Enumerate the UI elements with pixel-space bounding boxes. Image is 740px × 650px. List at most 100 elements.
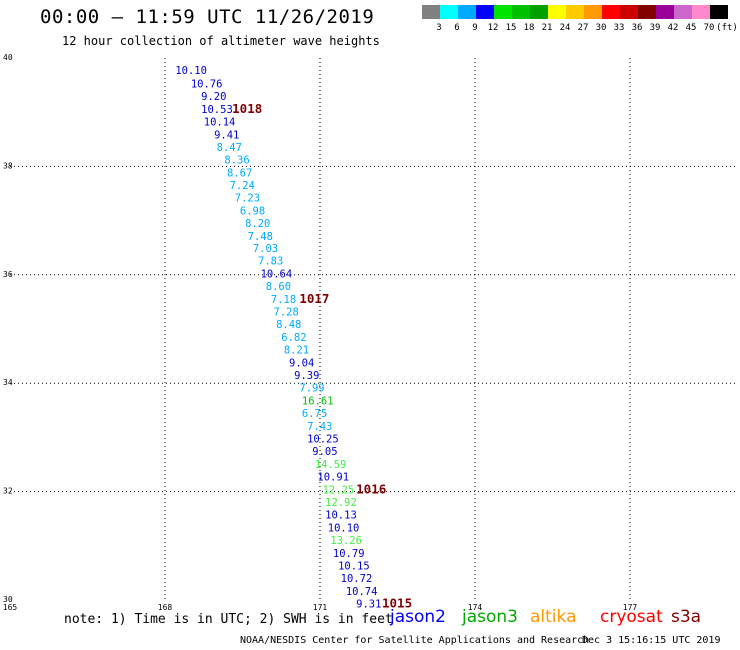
data-point: 6.82 xyxy=(281,332,306,344)
legend-swatch xyxy=(566,5,584,19)
data-point: 7.28 xyxy=(274,307,299,319)
data-point: 9.39 xyxy=(294,370,319,382)
y-tick-label: 40 xyxy=(3,53,13,62)
data-point: 6.75 xyxy=(302,408,327,420)
legend-swatch xyxy=(494,5,512,19)
y-tick-label: 38 xyxy=(3,161,13,170)
data-point: 7.43 xyxy=(307,421,332,433)
legend-swatch xyxy=(512,5,530,19)
y-tick-label: 32 xyxy=(3,487,13,496)
data-point: 10.10 xyxy=(175,65,207,77)
legend-swatch xyxy=(440,5,458,19)
data-point: 10.25 xyxy=(307,433,339,445)
data-point: 10.74 xyxy=(346,586,378,598)
data-point: 9.04 xyxy=(289,358,314,370)
data-point: 10.76 xyxy=(191,78,223,90)
data-point: 10.64 xyxy=(261,269,293,281)
y-tick-label: 34 xyxy=(3,378,13,387)
data-point: 7.83 xyxy=(258,256,283,268)
footer-note: note: 1) Time is in UTC; 2) SWH is in fe… xyxy=(64,612,393,627)
data-point: 13.26 xyxy=(330,535,362,547)
data-point: 8.60 xyxy=(266,281,291,293)
legend-swatch xyxy=(422,5,440,19)
data-point: 12.92 xyxy=(325,497,357,509)
chart-title: 00:00 – 11:59 UTC 11/26/2019 xyxy=(40,6,375,28)
legend-swatch xyxy=(656,5,674,19)
legend-swatch xyxy=(458,5,476,19)
chart-subtitle: 12 hour collection of altimeter wave hei… xyxy=(62,34,380,48)
data-point: 8.36 xyxy=(224,154,249,166)
data-point: 6.98 xyxy=(240,205,265,217)
legend-label: 33 xyxy=(614,23,625,33)
x-tick-label: 177 xyxy=(623,603,638,612)
data-point: 9.05 xyxy=(312,446,337,458)
legend-label: 45 xyxy=(686,23,697,33)
legend-label: 30 xyxy=(596,23,607,33)
legend-label: 27 xyxy=(578,23,589,33)
time-annotation: 1015 xyxy=(382,595,412,610)
legend-label: 21 xyxy=(542,23,553,33)
data-point: 10.79 xyxy=(333,548,365,560)
data-point: 8.21 xyxy=(284,345,309,357)
satellite-jason2: jason2 xyxy=(390,607,446,627)
data-point: 7.99 xyxy=(299,383,324,395)
time-annotation: 1018 xyxy=(232,101,262,116)
data-point: 7.23 xyxy=(235,192,260,204)
data-point: 12.25 xyxy=(323,484,355,496)
x-tick-label: 168 xyxy=(158,603,173,612)
legend-swatch xyxy=(692,5,710,19)
x-tick-label: 171 xyxy=(313,603,328,612)
legend-label: 70 xyxy=(704,23,715,33)
legend-swatch xyxy=(476,5,494,19)
legend-label: (ft) xyxy=(716,23,738,33)
legend-swatch xyxy=(548,5,566,19)
data-point: 16.61 xyxy=(302,396,334,408)
data-point: 10.13 xyxy=(325,509,357,521)
satellite-jason3: jason3 xyxy=(462,607,518,627)
legend-swatch xyxy=(602,5,620,19)
data-point: 10.72 xyxy=(341,573,373,585)
time-annotation: 1016 xyxy=(356,481,386,496)
legend-swatch xyxy=(584,5,602,19)
data-point: 7.48 xyxy=(248,231,273,243)
data-point: 10.15 xyxy=(338,560,370,572)
data-point: 7.03 xyxy=(253,243,278,255)
data-point: 9.41 xyxy=(214,129,239,141)
legend-swatch xyxy=(674,5,692,19)
legend-label: 3 xyxy=(436,23,441,33)
legend-label: 12 xyxy=(488,23,499,33)
data-point: 8.47 xyxy=(217,142,242,154)
y-tick-label: 36 xyxy=(3,270,13,279)
data-point: 8.20 xyxy=(245,218,270,230)
satellite-altika: altika xyxy=(530,607,577,627)
legend-label: 6 xyxy=(454,23,459,33)
color-legend: 3 6 9 12 15 18 21 24 27 30 33 36 39 42 45 70 (ft) xyxy=(422,5,738,33)
legend-label: 42 xyxy=(668,23,679,33)
data-points: 10.1010.769.2010.5310.149.418.478.368.67… xyxy=(175,65,381,610)
data-point: 10.91 xyxy=(317,471,349,483)
data-point: 10.14 xyxy=(204,116,236,128)
legend-swatch xyxy=(710,5,728,19)
legend-label: 39 xyxy=(650,23,661,33)
legend-label: 18 xyxy=(524,23,535,33)
satellite-cryosat: cryosat xyxy=(600,607,663,627)
annotations: 1018 1017 1016 1015 xyxy=(232,101,412,610)
x-tick-label: 174 xyxy=(468,603,483,612)
satellite-s3a: s3a xyxy=(671,607,702,627)
legend-swatch xyxy=(638,5,656,19)
legend-label: 36 xyxy=(632,23,643,33)
data-point: 7.18 xyxy=(271,294,296,306)
time-annotation: 1017 xyxy=(299,291,329,306)
footer-credit: NOAA/NESDIS Center for Satellite Applica… xyxy=(240,635,590,646)
data-point: 8.67 xyxy=(227,167,252,179)
y-tick-label: 30 xyxy=(3,595,13,604)
legend-swatch xyxy=(530,5,548,19)
data-point: 8.48 xyxy=(276,319,301,331)
legend-label: 24 xyxy=(560,23,571,33)
x-tick-label: 165 xyxy=(3,603,18,612)
data-point: 10.10 xyxy=(328,522,360,534)
data-point: 7.24 xyxy=(230,180,255,192)
footer-timestamp: Dec 3 15:16:15 UTC 2019 xyxy=(582,635,721,646)
